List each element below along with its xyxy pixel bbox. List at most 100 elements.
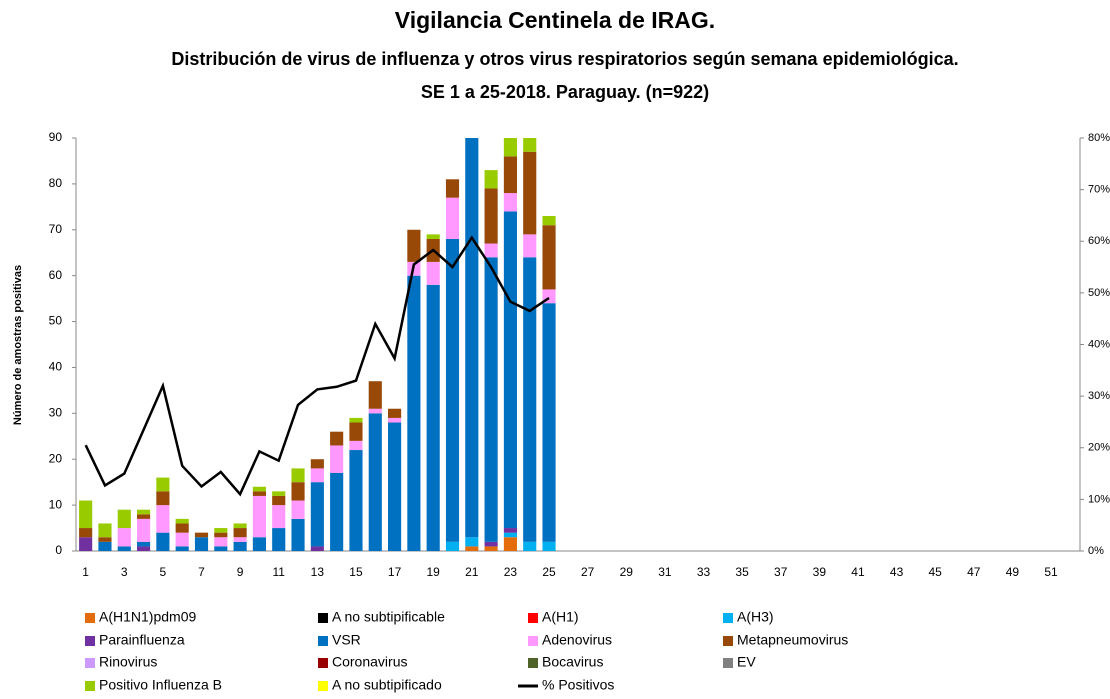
bar-segment (233, 528, 247, 538)
bar-segment (368, 413, 382, 551)
legend-label: Rinovirus (99, 654, 157, 670)
y-tick-label: 90 (49, 130, 63, 144)
bar-segment (330, 472, 344, 551)
y-tick-label: 70 (49, 222, 63, 236)
legend-label: Coronavirus (332, 654, 407, 670)
legend-swatch (723, 636, 733, 646)
legend-swatch (85, 658, 95, 668)
bar-segment (465, 546, 479, 551)
bar-segment (542, 225, 556, 290)
bar-segment (503, 138, 517, 157)
x-tick-label: 5 (160, 565, 167, 579)
bar-segment (388, 408, 402, 418)
x-tick-label: 3 (121, 565, 128, 579)
bar-segment (388, 417, 402, 423)
y2-tick-label: 70% (1088, 184, 1110, 196)
legend-swatch (85, 681, 95, 691)
legend-swatch (318, 613, 328, 623)
x-tick-label: 13 (311, 565, 325, 579)
y2-tick-label: 0% (1088, 545, 1104, 557)
bar-segment (445, 179, 460, 198)
bar-segment (117, 546, 131, 551)
bar-segment (291, 482, 305, 501)
bar-segment (503, 156, 517, 194)
bar-segment (542, 541, 556, 551)
bar-segment (137, 546, 151, 551)
bar-segment (175, 532, 189, 547)
bar-segment (291, 500, 305, 519)
x-tick-label: 41 (851, 565, 865, 579)
bar-segment (214, 532, 228, 538)
bar-segment (194, 537, 209, 551)
legend-label: A no subtipificado (332, 677, 442, 693)
bar-segment (194, 532, 209, 538)
legend-label: Adenovirus (542, 632, 612, 648)
y-axis-label: Número de amostras positivas (12, 265, 24, 425)
bar-segment (175, 518, 189, 524)
bar-segment (484, 243, 498, 258)
bar-segment (98, 537, 112, 542)
bar-segment (330, 445, 344, 473)
y-tick-label: 0 (55, 543, 62, 557)
bar-segment (214, 546, 228, 551)
line (84, 235, 550, 497)
bar-segment (291, 518, 305, 551)
legend-label: Parainfluenza (99, 632, 185, 648)
bar-segment (310, 468, 324, 483)
x-tick-label: 49 (1006, 565, 1020, 579)
bar-segment (272, 528, 286, 551)
bar-segment (503, 537, 517, 551)
bar-segment (272, 505, 286, 529)
bar-segment (79, 537, 93, 551)
bar-segment (407, 275, 421, 551)
y2-tick-label: 30% (1088, 390, 1110, 402)
y2-tick-label: 50% (1088, 287, 1110, 299)
x-tick-label: 17 (388, 565, 402, 579)
legend-swatch (318, 658, 328, 668)
x-tick-label: 15 (349, 565, 363, 579)
bar-segment (523, 138, 537, 152)
bar-segment (137, 514, 151, 519)
bar-segment (542, 216, 556, 226)
bar-segment (175, 523, 189, 533)
legend-swatch (528, 613, 538, 623)
bar-segment (349, 422, 363, 441)
bar-segment (445, 541, 460, 551)
x-tick-label: 31 (658, 565, 672, 579)
legend-swatch (528, 636, 538, 646)
y-tick-label: 40 (49, 360, 63, 374)
bar-segment (310, 546, 324, 551)
bar-segment (252, 491, 266, 496)
legend-label: % Positivos (542, 677, 614, 693)
legend-label: Metapneumovirus (737, 632, 848, 648)
x-tick-label: 7 (198, 565, 205, 579)
bar-segment (426, 261, 440, 285)
y-tick-label: 60 (49, 268, 63, 282)
x-tick-label: 19 (427, 565, 441, 579)
bar-segment (523, 541, 537, 551)
x-tick-label: 33 (697, 565, 711, 579)
legend-swatch (723, 658, 733, 668)
bar-segment (117, 528, 131, 547)
bar-segment (156, 505, 170, 533)
bar-segment (252, 495, 266, 538)
y2-tick-label: 20% (1088, 442, 1110, 454)
legend-label: EV (737, 654, 756, 670)
bar-segment (388, 422, 402, 551)
x-tick-label: 51 (1044, 565, 1058, 579)
x-tick-label: 35 (735, 565, 749, 579)
legend-label: A no subtipificable (332, 609, 445, 625)
x-tick-label: 25 (542, 565, 556, 579)
bar-segment (310, 482, 324, 547)
bar-segment (523, 234, 537, 258)
bar-segment (156, 477, 170, 492)
legend-label: Bocavirus (542, 654, 603, 670)
legend-swatch (85, 636, 95, 646)
x-tick-label: 9 (237, 565, 244, 579)
bar-segment (233, 523, 247, 529)
bar-segment (137, 541, 151, 547)
legend-label: A(H3) (737, 609, 774, 625)
bar-segment (465, 537, 479, 547)
bar-segment (349, 417, 363, 423)
